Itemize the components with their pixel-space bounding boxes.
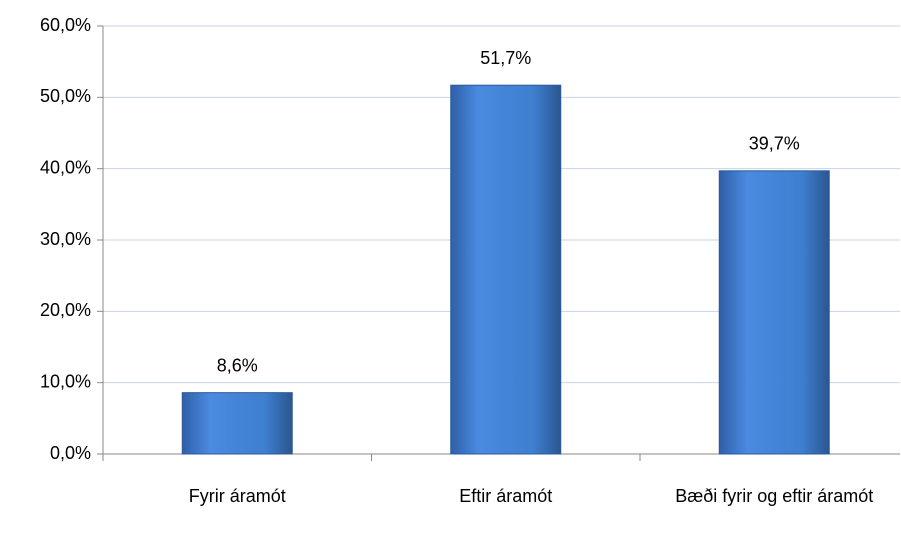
y-tick-label: 40,0% [40,157,91,177]
y-tick-label: 10,0% [40,371,91,391]
y-tick-label: 20,0% [40,300,91,320]
value-label: 8,6% [217,355,258,375]
y-tick-label: 0,0% [50,443,91,463]
bar [450,84,562,455]
y-tick-label: 30,0% [40,229,91,249]
x-tick-label: Bæði fyrir og eftir áramót [675,486,874,506]
x-tick-label: Eftir áramót [459,486,553,506]
bar [718,170,830,455]
value-label: 51,7% [480,48,531,68]
x-tick-label: Fyrir áramót [188,486,286,506]
value-label: 39,7% [749,134,800,154]
y-tick-label: 60,0% [40,15,91,35]
y-tick-label: 50,0% [40,86,91,106]
bar [181,392,293,455]
